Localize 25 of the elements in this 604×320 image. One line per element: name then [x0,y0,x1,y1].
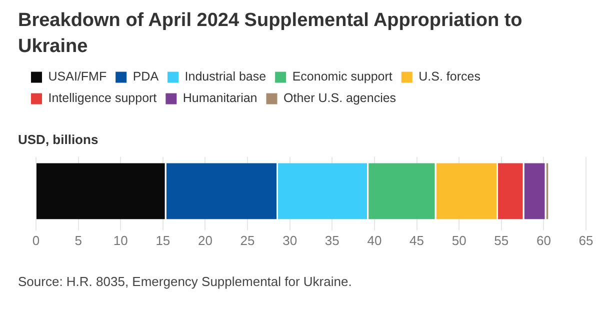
x-tick-label: 45 [410,232,424,248]
x-tick-label: 35 [324,232,340,248]
x-axis-title: USD, billions [18,132,98,148]
x-tick-label: 20 [198,232,212,248]
legend-label: Humanitarian [182,91,258,106]
x-tick-label: 25 [240,232,255,248]
legend-label: USAI/FMF [48,70,107,84]
x-tick-label: 15 [156,232,170,248]
chart-title: Breakdown of April 2024 Supplemental Appropriation to Ukraine [18,9,524,59]
x-tick-label: 50 [452,232,466,248]
x-tick-label: 60 [536,232,551,248]
source-note: Source: H.R. 8035, Emergency Supplemental for Ukraine. [18,274,352,289]
legend-label: Economic support [292,70,393,84]
x-tick-label: 30 [282,232,298,248]
legend-label: PDA [132,70,160,84]
x-tick-label: 65 [578,232,594,248]
x-tick-label: 10 [113,232,128,248]
x-tick-label: 0 [32,232,40,248]
legend-label: U.S. forces [418,70,480,84]
legend-label: Intelligence support [48,91,158,106]
legend-label: Other U.S. agencies [283,91,396,106]
legend-label: Industrial base [184,70,266,84]
x-tick-label: 55 [494,232,509,248]
x-tick-label: 40 [367,232,382,248]
x-tick-label: 5 [74,232,82,248]
